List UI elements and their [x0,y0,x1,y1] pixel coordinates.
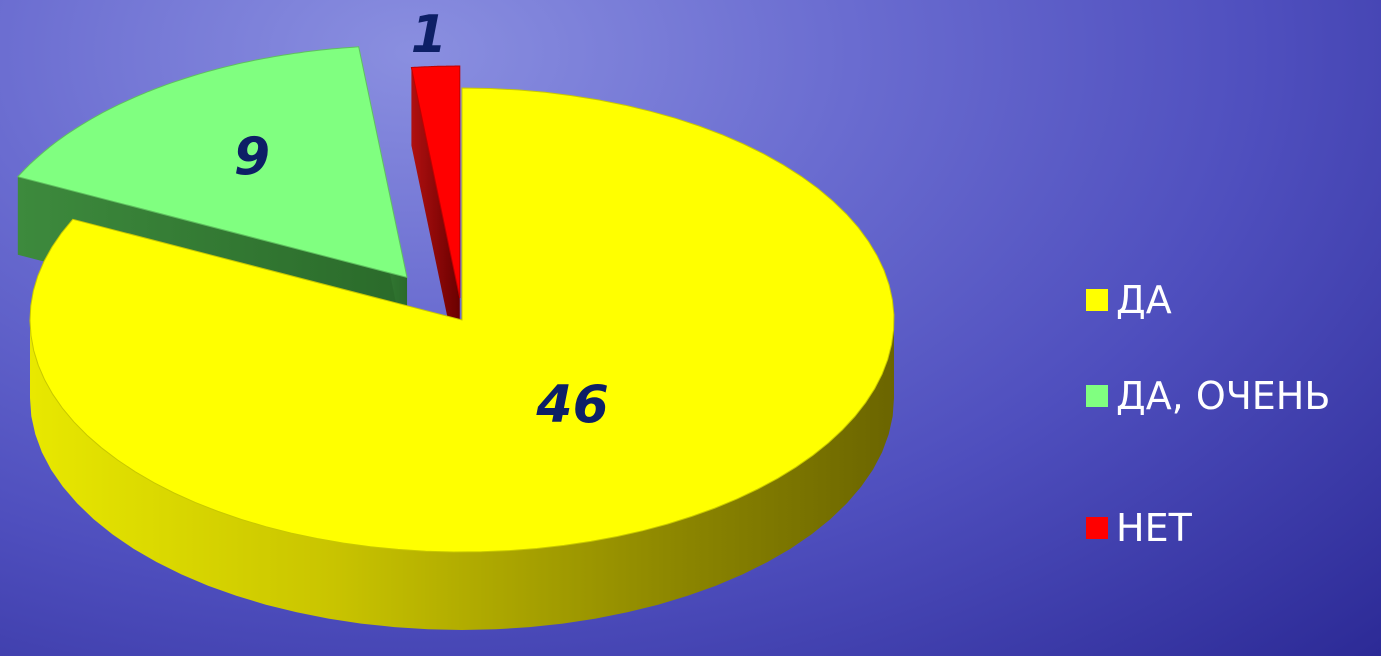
pie-slice-cut-net-0 [411,67,460,377]
legend-item-net: НЕТ [1086,462,1330,594]
legend: ДА ДА, ОЧЕНЬ НЕТ [1086,270,1330,594]
pie-slice-side-da [30,320,894,630]
legend-label-net: НЕТ [1116,506,1192,550]
pie-slice-net [410,65,461,299]
data-label-net: 1 [411,5,447,65]
legend-swatch-da-ochen [1086,385,1108,407]
data-label-da: 46 [535,375,608,435]
legend-swatch-net [1086,517,1108,539]
legend-label-da: ДА [1116,278,1172,322]
legend-item-da-ochen: ДА, ОЧЕНЬ [1086,330,1330,462]
data-label-da-ochen: 9 [234,127,270,187]
legend-swatch-da [1086,289,1108,311]
pie-slice-da-ochen [16,46,408,279]
legend-item-da: ДА [1086,270,1330,330]
pie-slice-da [29,87,895,553]
legend-label-da-ochen: ДА, ОЧЕНЬ [1116,374,1331,418]
